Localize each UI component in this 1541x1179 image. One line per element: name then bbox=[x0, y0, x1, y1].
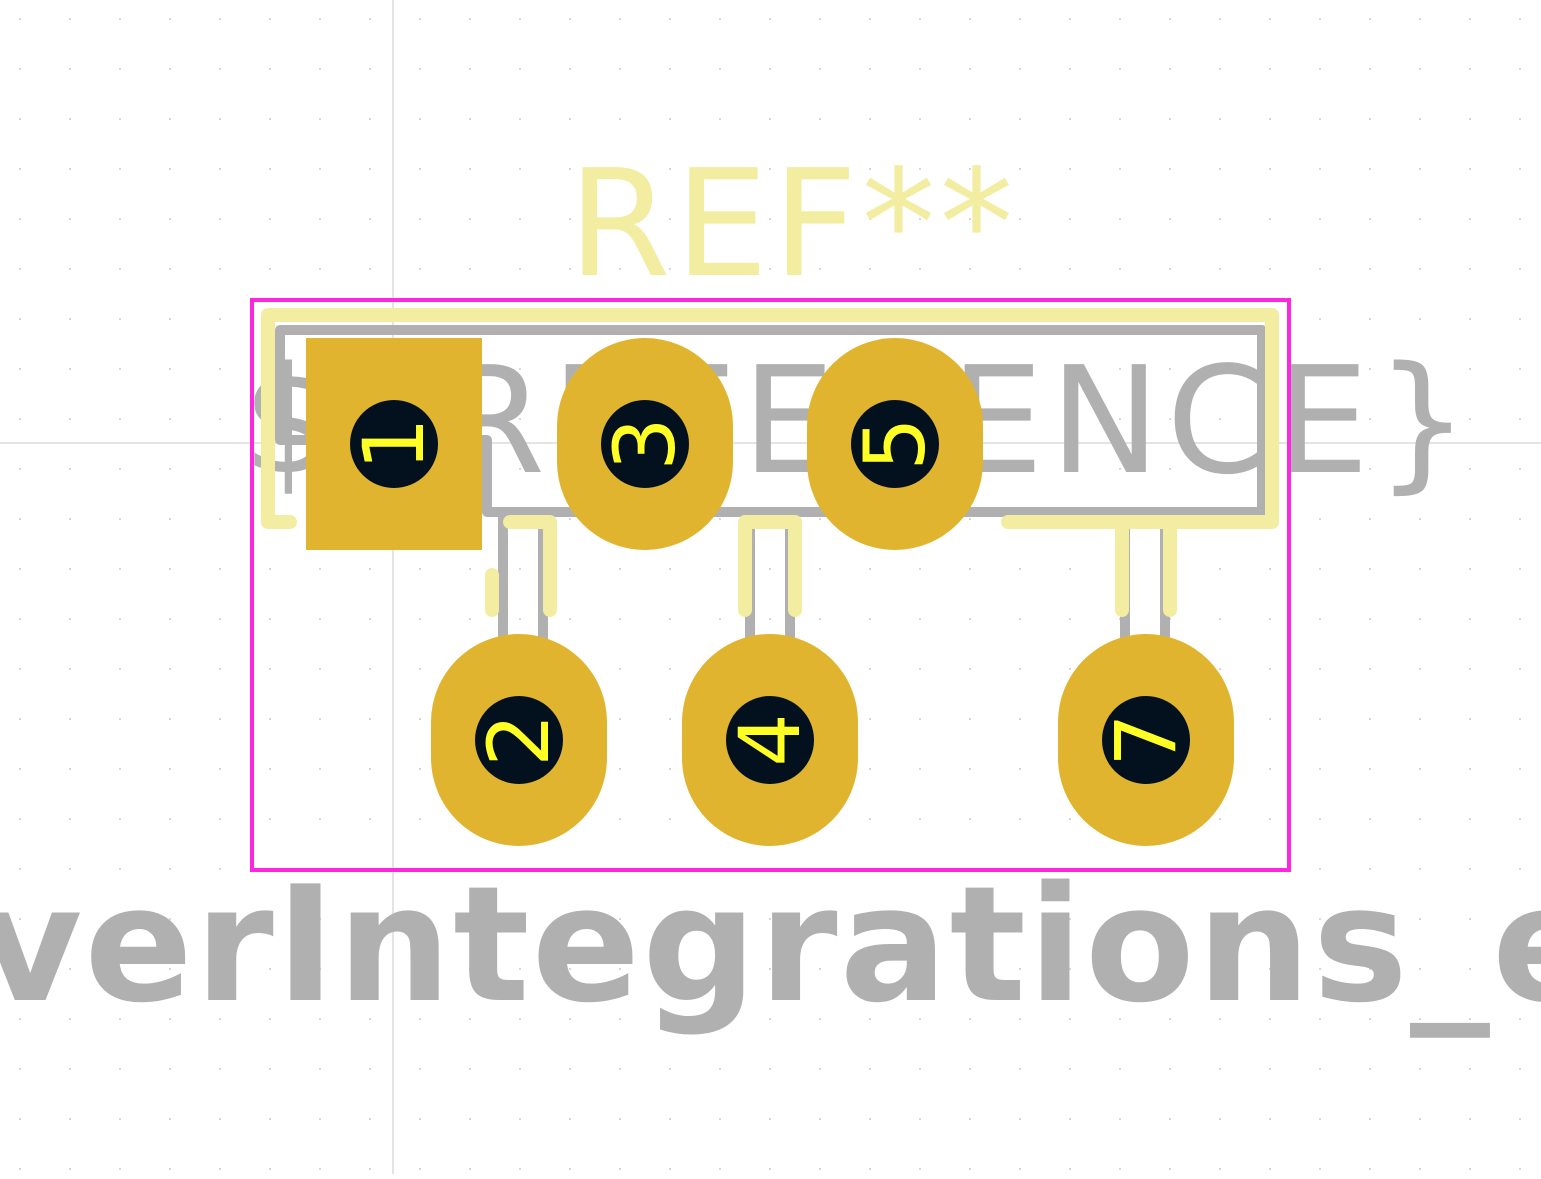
pad-7-number: 7 bbox=[1097, 713, 1195, 766]
pad-7[interactable]: 7 bbox=[1058, 634, 1234, 846]
pad-3[interactable]: 3 bbox=[557, 338, 733, 550]
pad-1[interactable]: 1 bbox=[306, 338, 482, 550]
pad-3-number: 3 bbox=[596, 417, 694, 470]
pad-4-number: 4 bbox=[721, 713, 819, 766]
pad-3-drill-hole bbox=[601, 400, 689, 488]
pad-4-drill-hole bbox=[726, 696, 814, 784]
pad-5-drill-hole bbox=[851, 400, 939, 488]
pad-7-drill-hole bbox=[1102, 696, 1190, 784]
value-text: verIntegrations_eSIP- bbox=[0, 851, 1541, 1038]
silkscreen-outline bbox=[261, 308, 1279, 617]
reference-designator: REF** bbox=[568, 138, 1017, 310]
pad-2[interactable]: 2 bbox=[431, 634, 607, 846]
pad-1-number: 1 bbox=[345, 417, 443, 470]
pad-2-drill-hole bbox=[475, 696, 563, 784]
pad-5[interactable]: 5 bbox=[807, 338, 983, 550]
pad-4[interactable]: 4 bbox=[682, 634, 858, 846]
pads-group: 1 2 3 4 5 7 bbox=[306, 338, 1234, 846]
courtyard-outline bbox=[250, 298, 1291, 872]
pad-2-number: 2 bbox=[470, 713, 568, 766]
pad-1-drill-hole bbox=[350, 400, 438, 488]
pad-5-number: 5 bbox=[846, 417, 944, 470]
